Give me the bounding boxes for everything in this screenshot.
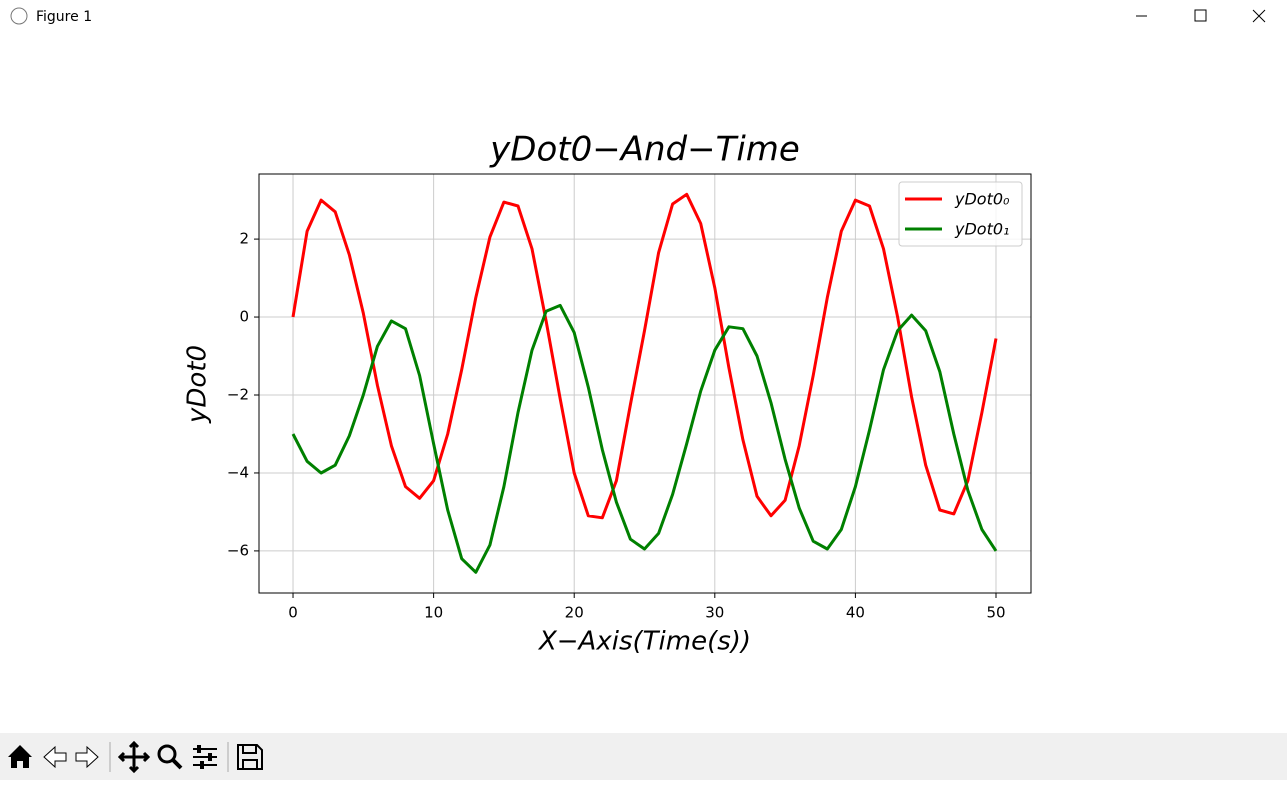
maximize-button[interactable] bbox=[1194, 9, 1207, 22]
window-title: Figure 1 bbox=[36, 9, 92, 25]
home-button[interactable] bbox=[8, 745, 32, 768]
save-button[interactable] bbox=[237, 744, 263, 770]
axes-frame bbox=[258, 173, 1032, 594]
chart-title: yDot0−And−Time bbox=[489, 130, 800, 170]
pan-button[interactable] bbox=[117, 740, 151, 774]
x-tick-label: 40 bbox=[846, 604, 865, 622]
x-tick-label: 30 bbox=[705, 604, 724, 622]
y-axis-label: yDot0 bbox=[183, 345, 213, 424]
back-button[interactable] bbox=[43, 745, 67, 769]
x-tick-label: 10 bbox=[424, 604, 443, 622]
forward-button[interactable] bbox=[75, 745, 99, 769]
y-tick-label: 2 bbox=[239, 230, 249, 248]
series-line bbox=[291, 192, 998, 520]
y-tick-label: 0 bbox=[239, 308, 249, 326]
x-tick-label: 20 bbox=[565, 604, 584, 622]
legend-label: yDot0₀ bbox=[954, 190, 1010, 209]
y-tick-label: −4 bbox=[227, 463, 249, 481]
legend-label: yDot0₁ bbox=[954, 220, 1009, 239]
legend: yDot0₀ yDot0₁ bbox=[898, 181, 1023, 247]
zoom-button[interactable] bbox=[157, 744, 177, 764]
x-tick-label: 50 bbox=[986, 604, 1005, 622]
app-icon bbox=[10, 7, 28, 25]
x-axis-label: X−Axis(Time(s)) bbox=[537, 627, 751, 657]
series-line bbox=[291, 303, 998, 574]
y-tick-label: −6 bbox=[227, 541, 249, 559]
x-tick-label: 0 bbox=[288, 604, 298, 622]
close-button[interactable] bbox=[1252, 9, 1266, 23]
plot: yDot0−And−Time X−Axis(Time(s)) yDot0 0 10… bbox=[183, 130, 1032, 657]
y-tick-label: −2 bbox=[227, 385, 249, 403]
